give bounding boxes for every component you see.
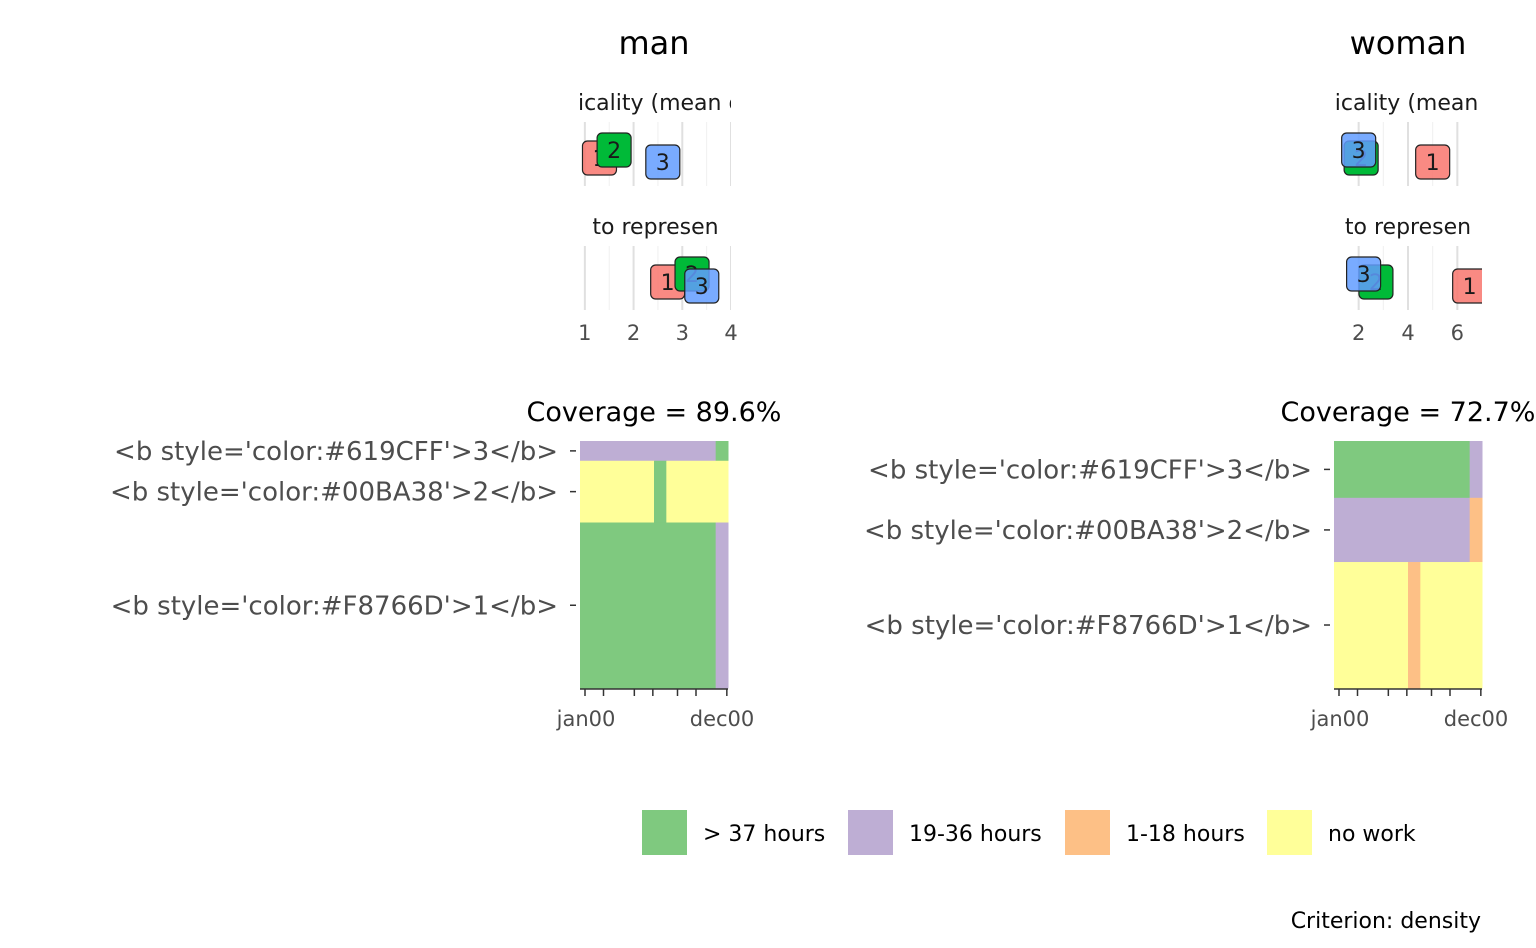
legend-swatch [848, 810, 893, 855]
panel-title: man [618, 24, 689, 62]
state-tile [1469, 441, 1483, 499]
caption: Criterion: density [1291, 909, 1481, 934]
svg-text:3: 3 [1357, 263, 1371, 288]
cluster-row-label: <b style='color:#F8766D'>1</b> [111, 591, 558, 621]
legend: > 37 hours 19-36 hours 1-18 hours no work [642, 810, 1416, 855]
state-tile [715, 522, 729, 689]
state-tile [1420, 562, 1483, 689]
legend-label: > 37 hours [703, 822, 825, 847]
cluster-point-label: 3 [1341, 132, 1377, 168]
legend-label: 19-36 hours [909, 822, 1042, 847]
state-tile [666, 460, 729, 524]
state-tile [1408, 562, 1421, 689]
x-tick-label: 1 [578, 321, 591, 345]
cluster-point-label: 1 [1452, 268, 1482, 304]
state-tile [715, 441, 729, 462]
facet-panel: to represen231 [1345, 215, 1482, 310]
coverage-title: Coverage = 72.7% [1281, 397, 1536, 428]
coverage-title: Coverage = 89.6% [527, 397, 782, 428]
svg-text:3: 3 [1352, 139, 1366, 164]
cluster-point-label: 2 [596, 132, 632, 168]
x-tick-label: 2 [627, 321, 640, 345]
state-tile [580, 522, 717, 689]
facet-panel: to represen123 [583, 215, 731, 310]
state-tile [1334, 497, 1471, 563]
x-tick-label: 6 [1451, 321, 1464, 345]
cluster-point-label: 3 [1345, 256, 1382, 292]
x-tick-label: 3 [676, 321, 689, 345]
facet-panel: typicality (mean dist123 [542, 91, 769, 186]
cluster-row-label: <b style='color:#619CFF'>3</b> [114, 437, 558, 467]
state-tile [1334, 562, 1409, 689]
facet-panel: typicality (mean dis231 [1299, 91, 1517, 186]
svg-text:1: 1 [1426, 151, 1440, 176]
facet-strip-label: to represen [592, 215, 718, 240]
x-tick-label: 2 [1352, 321, 1365, 345]
cluster-point-label: 3 [684, 268, 720, 304]
cluster-row-label: <b style='color:#619CFF'>3</b> [868, 455, 1312, 485]
legend-item: 1-18 hours [1065, 810, 1245, 855]
cluster-point-label: 1 [1415, 144, 1451, 180]
legend-label: no work [1328, 822, 1416, 847]
panel-title: woman [1350, 24, 1467, 62]
cluster-row-label: <b style='color:#00BA38'>2</b> [864, 516, 1312, 546]
svg-text:1: 1 [1463, 275, 1477, 300]
legend-swatch [642, 810, 687, 855]
x-tick-label: 4 [1401, 321, 1414, 345]
cluster-point-label: 3 [645, 144, 681, 180]
x-tick-label: dec00 [1444, 707, 1509, 731]
cluster-row-label: <b style='color:#F8766D'>1</b> [865, 611, 1312, 641]
facet-strip-label: typicality (mean dis [1299, 91, 1517, 116]
svg-text:1: 1 [661, 271, 675, 296]
x-tick-label: jan00 [1310, 707, 1370, 731]
legend-label: 1-18 hours [1126, 822, 1245, 847]
facet-strip-label: to represen [1345, 215, 1471, 240]
legend-item: 19-36 hours [848, 810, 1042, 855]
svg-text:2: 2 [607, 139, 621, 164]
legend-swatch [1065, 810, 1110, 855]
legend-item: no work [1267, 810, 1416, 855]
cluster-row-label: <b style='color:#00BA38'>2</b> [110, 478, 558, 508]
state-tile [654, 460, 667, 524]
svg-text:3: 3 [656, 151, 670, 176]
state-tile [1334, 441, 1471, 499]
x-tick-label: 4 [724, 321, 737, 345]
state-tile [580, 441, 717, 462]
x-tick-label: jan00 [556, 707, 616, 731]
facet-strip-label: typicality (mean dist [542, 91, 769, 116]
legend-item: > 37 hours [642, 810, 825, 855]
state-tile [580, 460, 655, 524]
legend-swatch [1267, 810, 1312, 855]
x-tick-label: dec00 [690, 707, 755, 731]
state-tile [1469, 497, 1483, 563]
svg-text:3: 3 [695, 275, 709, 300]
